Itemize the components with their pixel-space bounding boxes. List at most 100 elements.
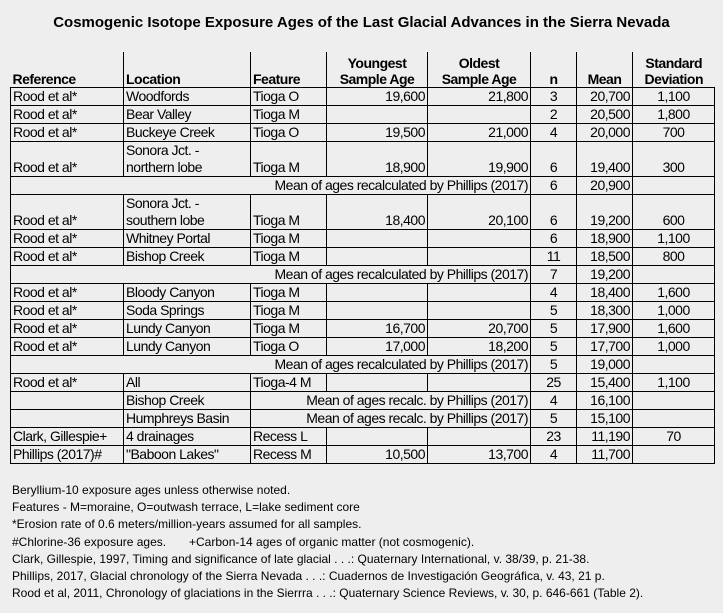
cell-sd <box>632 391 715 410</box>
cell-sd: 800 <box>632 247 715 266</box>
cell-reference: Clark, Gillespie+ <box>10 427 124 446</box>
cell-mean: 20,500 <box>576 105 633 124</box>
cell-oldest <box>427 229 531 248</box>
cell-location: Bishop Creek <box>123 247 251 266</box>
cell-n: 4 <box>530 445 577 464</box>
cell-reference: Rood et al* <box>10 105 124 124</box>
cell-feature: Tioga O <box>250 123 327 142</box>
cell-youngest: 18,900 <box>326 141 428 177</box>
cell-oldest: 20,100 <box>427 194 531 230</box>
table-row: Rood et al* Soda Springs Tioga M 5 18,300 1,0… <box>10 301 715 320</box>
cell-sd: 70 <box>632 427 715 446</box>
cell-n: 6 <box>530 141 577 177</box>
cell-oldest <box>427 301 531 320</box>
cell-oldest <box>427 283 531 302</box>
cell-feature: Tioga M <box>250 283 327 302</box>
cell-youngest: 10,500 <box>326 445 428 464</box>
note: Rood et al, 2011, Chronology of glaciati… <box>12 586 644 601</box>
cell-reference <box>10 409 124 428</box>
cell-location: All <box>123 373 251 392</box>
cell-location: Bloody Canyon <box>123 283 251 302</box>
cell-n: 6 <box>530 194 577 230</box>
cell-mean: 11,700 <box>576 445 633 464</box>
cell-feature: Tioga M <box>250 141 327 177</box>
cell-feature: Tioga M <box>250 247 327 266</box>
table-row: Rood et al* Bloody Canyon Tioga M 4 18,400 1,… <box>10 283 715 302</box>
note: *Erosion rate of 0.6 meters/million-year… <box>12 517 362 532</box>
cell-mean: 19,200 <box>576 265 633 284</box>
cell-youngest: 17,000 <box>326 337 428 356</box>
header-reference: Reference <box>12 71 77 87</box>
cell-youngest <box>326 229 428 248</box>
cell-location: Soda Springs <box>123 301 251 320</box>
header-mean: Mean <box>576 52 633 88</box>
cell-youngest: 16,700 <box>326 319 428 338</box>
cell-n: 6 <box>530 176 577 195</box>
header-oldest: Oldest Sample Age <box>427 52 531 88</box>
cell-n: 6 <box>530 229 577 248</box>
cell-location: 4 drainages <box>123 427 251 446</box>
cell-n: 4 <box>530 123 577 142</box>
cell-sd <box>632 176 715 195</box>
cell-feature: Recess M <box>250 445 327 464</box>
cell-sd <box>632 409 715 428</box>
cell-location: Lundy Canyon <box>123 337 251 356</box>
cell-n: 11 <box>530 247 577 266</box>
cell-sd <box>632 265 715 284</box>
cell-oldest: 19,900 <box>427 141 531 177</box>
cell-location: Bear Valley <box>123 105 251 124</box>
cell-youngest <box>326 283 428 302</box>
cell-sd: 1,000 <box>632 337 715 356</box>
table-row: Mean of ages recalculated by Phillips (2… <box>10 265 715 284</box>
cell-mean: 15,400 <box>576 373 633 392</box>
table-header: Reference Location Feature Youngest Sampl… <box>11 52 715 88</box>
cell-mean: 19,200 <box>576 194 633 230</box>
cell-mean: 20,700 <box>576 87 633 106</box>
table-row: Bishop Creek Mean of ages recalc. by Phil… <box>10 391 715 410</box>
header-location: Location <box>123 52 251 88</box>
cell-youngest <box>326 301 428 320</box>
cell-oldest: 20,700 <box>427 319 531 338</box>
cell-reference: Rood et al* <box>10 301 124 320</box>
cell-reference: Rood et al* <box>10 319 124 338</box>
cell-oldest <box>427 105 531 124</box>
cell-reference: Rood et al* <box>10 283 124 302</box>
cell-feature: Tioga O <box>250 337 327 356</box>
exposure-ages-table: Reference Location Feature Youngest Sampl… <box>10 52 715 464</box>
cell-feature: Tioga M <box>250 194 327 230</box>
table-row: Rood et al* Bishop Creek Tioga M 11 18,500 80… <box>10 247 715 266</box>
cell-n: 5 <box>530 301 577 320</box>
cell-oldest: 21,800 <box>427 87 531 106</box>
note-chlorine: #Chlorine-36 exposure ages. <box>12 534 167 549</box>
cell-oldest: 13,700 <box>427 445 531 464</box>
note: #Chlorine-36 exposure ages. +Carbon-14 ag… <box>12 534 643 551</box>
cell-n: 5 <box>530 355 577 374</box>
cell-oldest: 21,000 <box>427 123 531 142</box>
cell-sd: 1,100 <box>632 87 715 106</box>
cell-oldest: 18,200 <box>427 337 531 356</box>
table-row: Mean of ages recalculated by Phillips (2… <box>10 355 715 374</box>
table-row: Rood et al* Bear Valley Tioga M 2 20,500 1,80… <box>10 105 715 124</box>
cell-oldest <box>427 427 531 446</box>
cell-youngest: 18,400 <box>326 194 428 230</box>
note: Beryllium-10 exposure ages unless otherw… <box>12 483 291 497</box>
cell-n: 4 <box>530 283 577 302</box>
cell-location: Humphreys Basin <box>123 409 251 428</box>
cell-reference <box>10 391 124 410</box>
cell-sd: 700 <box>632 123 715 142</box>
table-row: Rood et al* Woodfords Tioga O 19,600 21,800 3… <box>10 87 715 106</box>
cell-n: 4 <box>530 391 577 410</box>
cell-reference: Rood et al* <box>10 87 124 106</box>
cell-mean: 19,000 <box>576 355 633 374</box>
table-row: Phillips (2017)# "Baboon Lakes" Recess M 10… <box>10 445 715 464</box>
cell-mean: 20,000 <box>576 123 633 142</box>
cell-feature: Tioga M <box>250 229 327 248</box>
mean-label: Mean of ages recalculated by Phillips (2… <box>10 176 531 195</box>
cell-reference: Rood et al* <box>10 373 124 392</box>
cell-n: 23 <box>530 427 577 446</box>
cell-feature: Tioga M <box>250 105 327 124</box>
cell-location: Woodfords <box>123 87 251 106</box>
cell-n: 3 <box>530 87 577 106</box>
cell-youngest: 19,600 <box>326 87 428 106</box>
cell-feature: Tioga O <box>250 87 327 106</box>
